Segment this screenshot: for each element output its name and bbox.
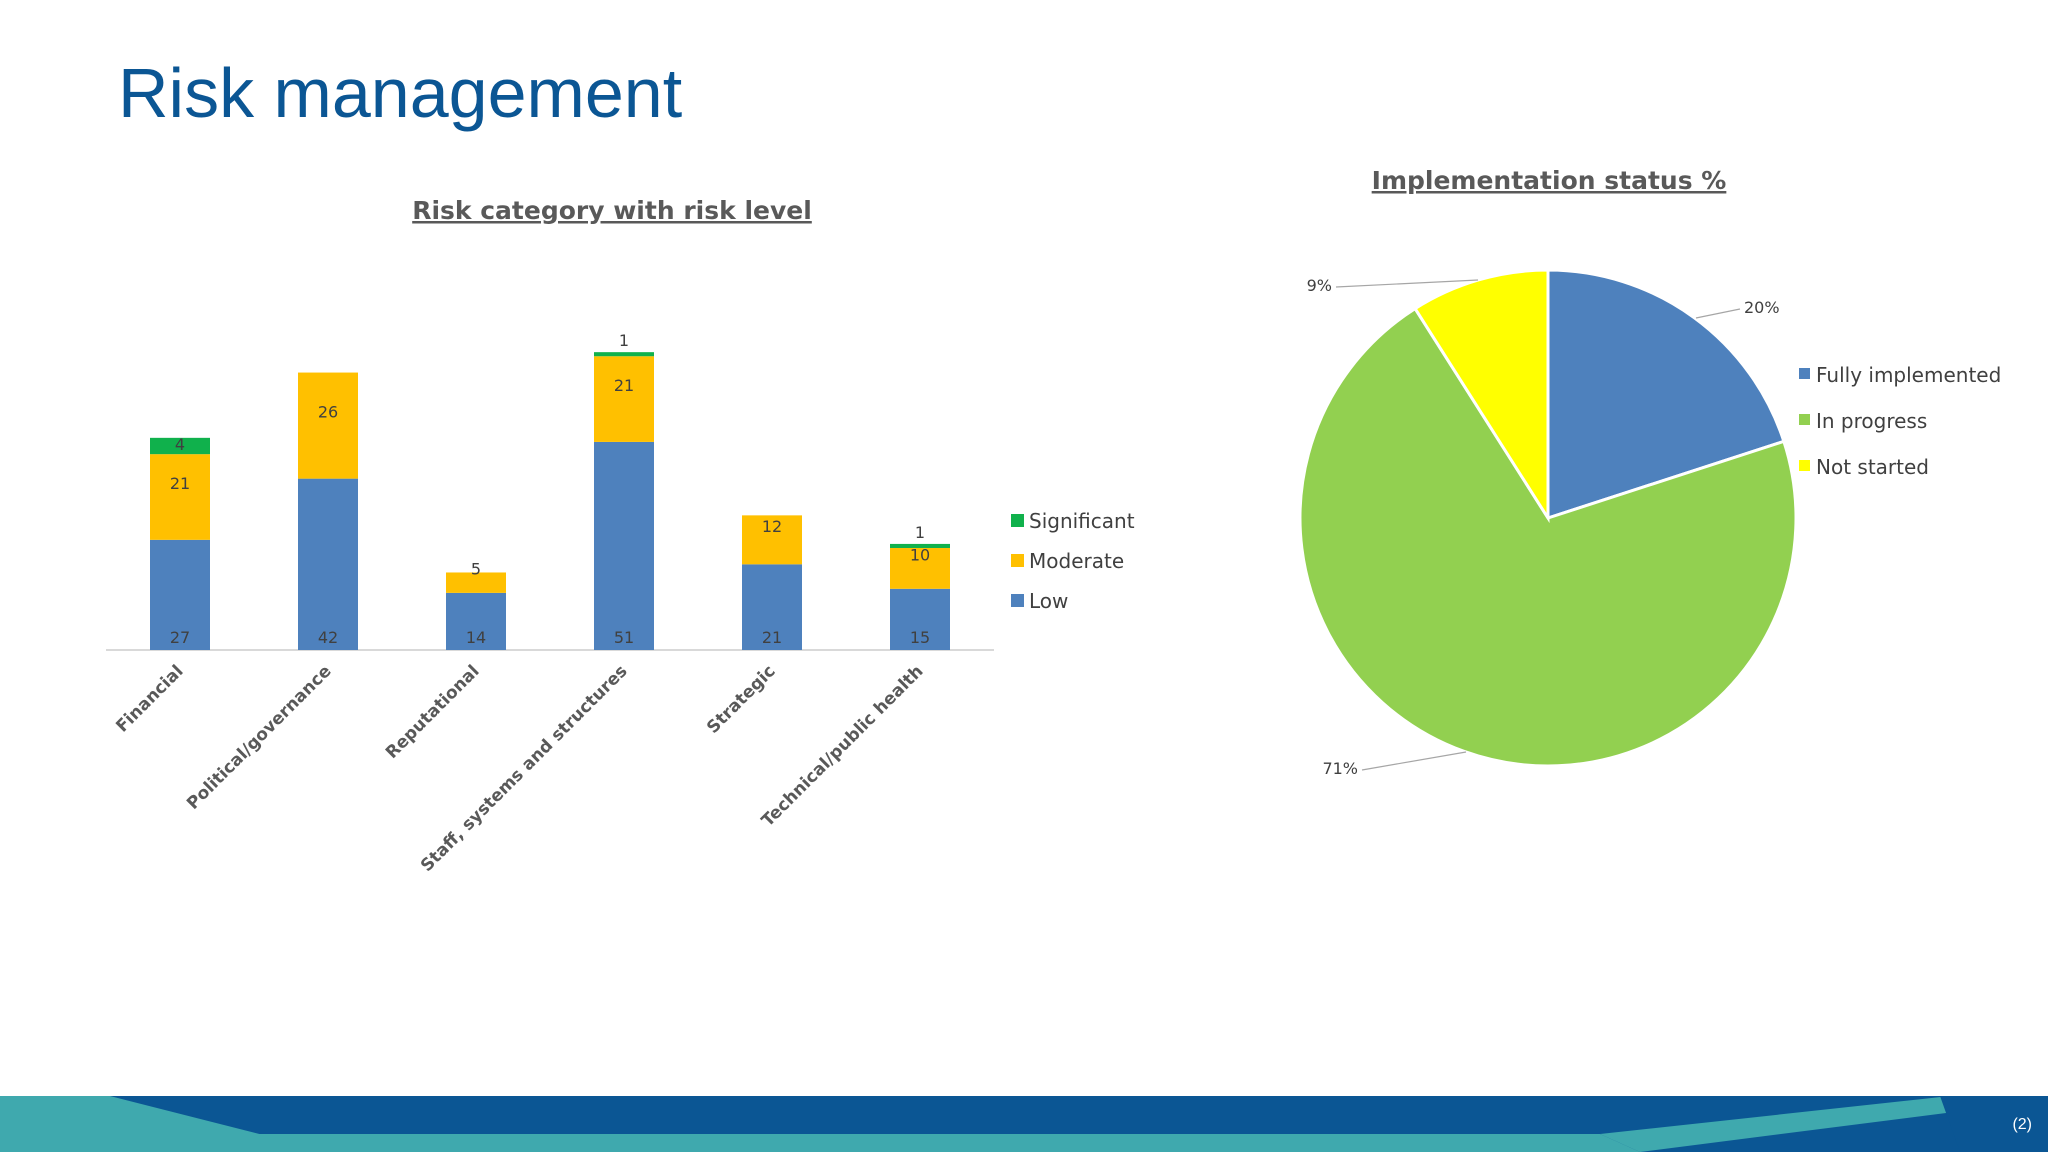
- legend-label: Low: [1029, 589, 1068, 613]
- bar-moderate: [298, 372, 358, 479]
- bar-value-label: 42: [318, 628, 338, 647]
- pie-pct-label: 9%: [1307, 276, 1332, 295]
- pie-legend-label: In progress: [1816, 409, 1927, 433]
- bar-moderate: [742, 515, 802, 565]
- pie-leader-line: [1335, 279, 1479, 288]
- bar-low: [446, 592, 506, 650]
- bar-value-label: 12: [762, 517, 782, 536]
- legend-label: Significant: [1029, 509, 1135, 533]
- pie-leader-line: [1695, 308, 1741, 319]
- pie-legend-swatch: [1799, 368, 1810, 379]
- footer-banner: [0, 1096, 2048, 1152]
- bar-moderate: [594, 356, 654, 442]
- bar-value-label: 51: [614, 628, 634, 647]
- page-number: (2): [2012, 1116, 2032, 1133]
- bar-chart-title: Risk category with risk level: [412, 196, 812, 225]
- bar-significant: [890, 543, 950, 548]
- bar-value-label: 26: [318, 403, 338, 422]
- bar-low: [890, 588, 950, 650]
- bar-value-label: 10: [910, 545, 930, 564]
- bar-value-label: 1: [915, 523, 925, 542]
- bar-significant: [594, 352, 654, 357]
- bar-value-label: 21: [614, 376, 634, 395]
- bar-value-label: 14: [466, 628, 486, 647]
- pie-slice-in-progress: [1298, 306, 1798, 768]
- pie-pct-label: 71%: [1322, 759, 1358, 778]
- bar-chart: Risk category with risk level 27214Finan…: [106, 196, 1135, 876]
- bar-value-label: 15: [910, 628, 930, 647]
- bar-low: [150, 539, 210, 650]
- pie-legend-label: Fully implemented: [1816, 363, 2001, 387]
- legend-label: Moderate: [1029, 549, 1124, 573]
- pie-slice-not-started: [1413, 268, 1550, 524]
- pie-chart-title: Implementation status %: [1372, 166, 1727, 195]
- bar-value-label: 5: [471, 560, 481, 579]
- bar-value-label: 4: [175, 435, 185, 454]
- bar-value-label: 27: [170, 628, 190, 647]
- pie-legend-swatch: [1799, 460, 1810, 471]
- bar-value-label: 21: [762, 628, 782, 647]
- bar-value-label: 1: [619, 331, 629, 350]
- legend-swatch: [1011, 554, 1024, 567]
- bar-significant: [150, 437, 210, 455]
- slide-title: Risk management: [118, 54, 683, 132]
- pie-slice-fully-implemented: [1546, 268, 1786, 521]
- bar-value-label: 21: [170, 474, 190, 493]
- legend-swatch: [1011, 514, 1024, 527]
- pie-legend-swatch: [1799, 414, 1810, 425]
- bar-moderate: [150, 454, 210, 540]
- pie-pct-label: 20%: [1744, 298, 1780, 317]
- bar-low: [298, 478, 358, 650]
- pie-legend-label: Not started: [1816, 455, 1929, 479]
- pie-chart: Implementation status % 20% 71% 9% Fully im…: [1298, 166, 2001, 778]
- pie-leader-line: [1361, 751, 1467, 771]
- bar-low: [742, 564, 802, 650]
- legend-swatch: [1011, 594, 1024, 607]
- bar-moderate: [890, 548, 950, 589]
- bar-moderate: [446, 572, 506, 593]
- bar-low: [594, 441, 654, 650]
